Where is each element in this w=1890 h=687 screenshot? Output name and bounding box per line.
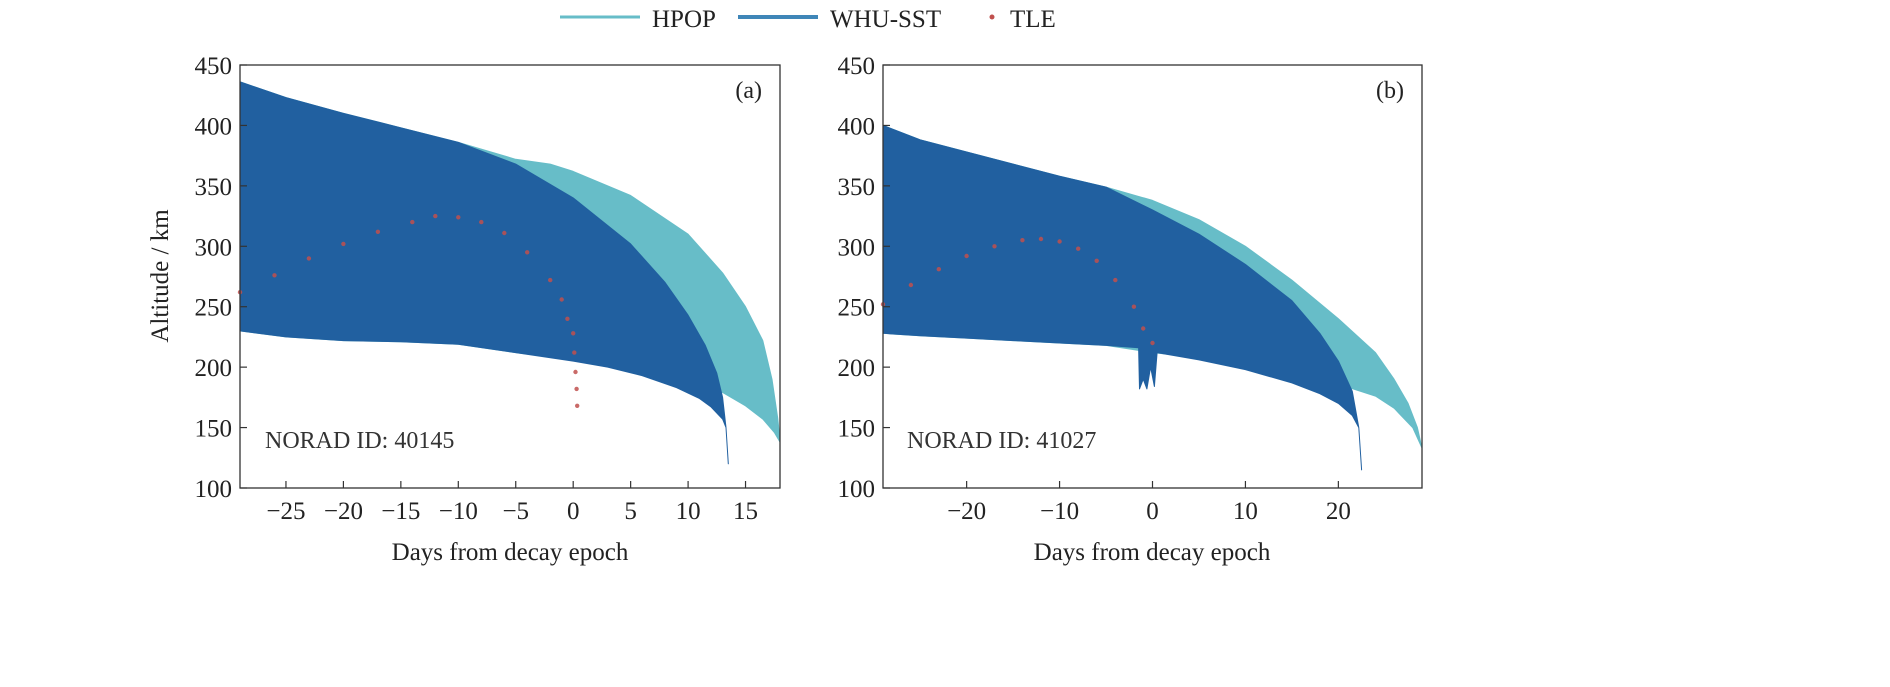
x-tick-label-a: 10 <box>676 498 701 525</box>
y-tick-label-a: 300 <box>195 234 233 261</box>
tle-point-a-12 <box>559 297 564 302</box>
tle-point-a-2 <box>306 256 312 261</box>
tle-point-b-8 <box>1076 246 1081 251</box>
tle-point-b-4 <box>992 244 997 249</box>
x-tick-label-a: −5 <box>502 498 529 525</box>
y-tick-label-b: 400 <box>838 113 876 140</box>
x-tick-label-a: 0 <box>567 498 580 525</box>
panel-a-xlabel: Days from decay epoch <box>392 539 629 566</box>
y-tick-label-a: 400 <box>195 113 233 140</box>
tle-point-b-5 <box>1020 238 1025 243</box>
y-tick-label-a: 250 <box>195 295 233 322</box>
x-tick-label-b: −20 <box>947 498 986 525</box>
y-tick-label-a: 100 <box>195 476 233 503</box>
panel-b-label: (b) <box>1376 78 1404 104</box>
legend-whu-label: WHU-SST <box>830 6 941 33</box>
tle-point-a-16 <box>573 369 578 375</box>
y-tick-label-a: 150 <box>195 416 233 443</box>
panel-a: −25 −20 −15 −10 −5 0 5 10 15 100 150 200 250 300 350 40… <box>147 53 781 566</box>
panel-a-marks <box>237 81 781 465</box>
tle-point-a-3 <box>341 241 346 247</box>
panel-a-annotation: NORAD ID: 40145 <box>265 428 454 454</box>
tle-point-a-8 <box>479 219 484 225</box>
x-tick-label-a: −10 <box>439 498 478 525</box>
y-tick-label-a: 350 <box>195 174 233 201</box>
tle-point-a-6 <box>433 213 438 219</box>
tle-point-b-12 <box>1141 326 1146 331</box>
tle-point-b-9 <box>1094 258 1099 263</box>
tle-point-b-6 <box>1038 236 1044 242</box>
panel-b-xlabel: Days from decay epoch <box>1034 539 1271 566</box>
legend-tle-label: TLE <box>1010 6 1056 33</box>
y-tick-label-b: 250 <box>838 295 876 322</box>
tle-point-a-15 <box>572 350 577 355</box>
series-whu-sst-band-b <box>882 124 1363 471</box>
tle-point-b-2 <box>936 267 941 272</box>
y-tick-label-b: 350 <box>838 174 876 201</box>
tle-point-b-3 <box>964 253 969 259</box>
panel-a-ticks: −25 −20 −15 −10 −5 0 5 10 15 100 150 200 250 300 350 40… <box>195 53 759 525</box>
tle-point-a-13 <box>565 316 570 321</box>
tle-point-a-9 <box>502 230 507 236</box>
y-tick-label-b: 450 <box>838 53 876 80</box>
y-tick-label-a: 450 <box>195 53 233 80</box>
panel-a-frame <box>239 64 781 489</box>
tle-point-a-11 <box>548 277 553 283</box>
tle-point-a-10 <box>525 250 530 255</box>
tle-point-a-14 <box>571 331 576 336</box>
series-whu-sst-band-a <box>239 81 729 465</box>
y-tick-label-b: 100 <box>838 476 876 503</box>
tle-point-a-18 <box>575 403 580 408</box>
y-tick-label-a: 200 <box>195 355 233 382</box>
panel-b-ticks: −20 −10 0 10 20 100 150 200 250 300 350 400 450 <box>838 53 1351 525</box>
tle-point-b-10 <box>1113 277 1118 283</box>
legend: HPOP WHU-SST TLE <box>560 6 1056 33</box>
x-tick-label-b: 10 <box>1233 498 1258 525</box>
panel-b-marks <box>880 124 1423 471</box>
x-tick-label-b: 20 <box>1326 498 1351 525</box>
y-tick-label-b: 150 <box>838 416 876 443</box>
tle-point-a-5 <box>410 219 415 225</box>
panel-b-annotation: NORAD ID: 41027 <box>907 428 1096 454</box>
y-tick-label-b: 300 <box>838 234 876 261</box>
x-tick-label-b: 0 <box>1146 498 1159 525</box>
panel-a-label: (a) <box>735 78 762 104</box>
tle-point-b-11 <box>1131 304 1137 309</box>
tle-point-b-1 <box>908 282 914 288</box>
tle-point-b-7 <box>1057 239 1062 244</box>
y-tick-label-b: 200 <box>838 355 876 382</box>
tle-point-a-7 <box>456 215 461 220</box>
x-tick-label-b: −10 <box>1040 498 1079 525</box>
x-tick-label-a: −20 <box>324 498 363 525</box>
x-tick-label-a: −25 <box>266 498 305 525</box>
tle-point-a-1 <box>272 273 277 278</box>
x-tick-label-a: 5 <box>624 498 637 525</box>
x-tick-label-a: 15 <box>733 498 758 525</box>
tle-point-b-13 <box>1150 340 1155 346</box>
panel-a-ylabel: Altitude / km <box>147 209 174 343</box>
x-tick-label-a: −15 <box>381 498 420 525</box>
tle-point-a-17 <box>574 386 579 392</box>
legend-tle-swatch <box>989 14 995 20</box>
legend-hpop-label: HPOP <box>652 6 716 33</box>
tle-point-a-4 <box>375 229 381 234</box>
